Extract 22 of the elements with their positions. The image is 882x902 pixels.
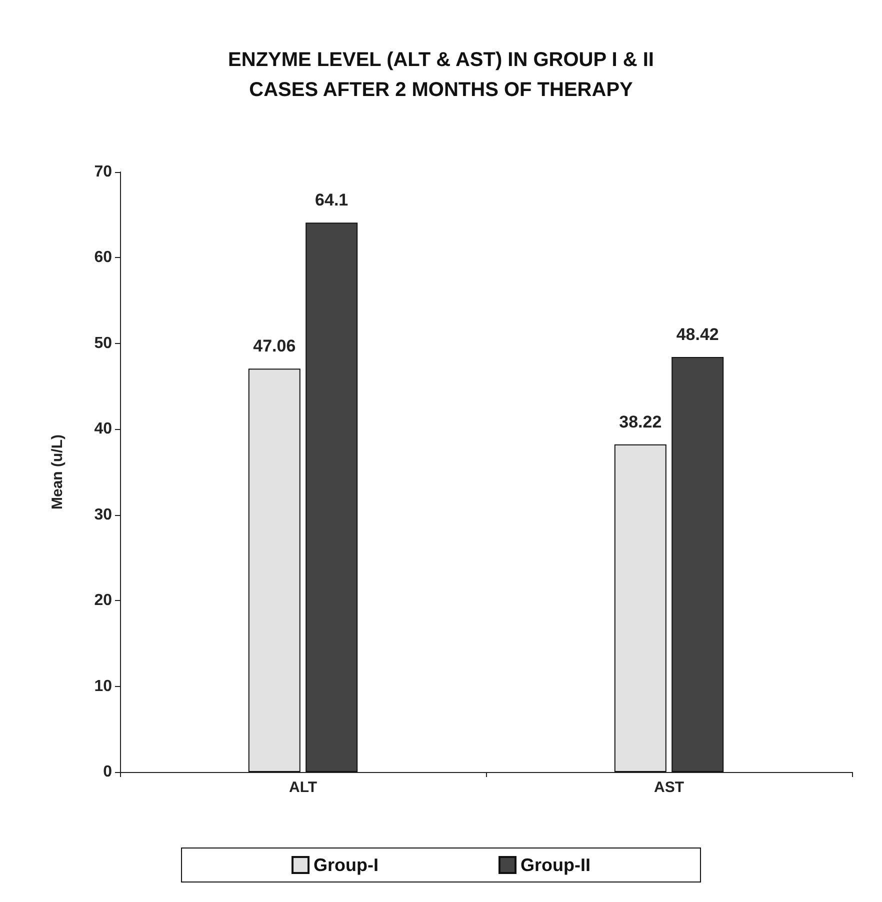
y-tick-label: 60 [94, 249, 112, 266]
data-label: 64.1 [315, 190, 348, 210]
bar [672, 356, 724, 772]
data-label: 38.22 [619, 412, 662, 432]
y-tick-label: 30 [94, 506, 112, 524]
bar [614, 444, 666, 772]
y-tick-label: 40 [94, 420, 112, 438]
legend-label: Group-I [314, 855, 379, 875]
bar [306, 222, 358, 772]
y-tick-label: 0 [103, 764, 112, 780]
y-tick-label: 70 [94, 164, 112, 180]
x-tick-label: AST [654, 779, 684, 796]
y-tick-label: 20 [94, 592, 112, 610]
bar [248, 368, 300, 772]
x-tick-label: ALT [288, 779, 318, 796]
data-label: 48.42 [676, 324, 719, 344]
y-tick-label: 10 [94, 678, 112, 695]
legend-label: Group-II [520, 855, 590, 875]
chart-title: ENZYME LEVEL (ALT & AST) IN GROUP I & II CASES AFTER 2 MONTHS OF THERAPY [228, 49, 654, 101]
data-label: 47.06 [253, 336, 296, 356]
y-tick-label: 50 [94, 334, 112, 352]
y-axis-title: Mean (u/L) [49, 434, 66, 510]
